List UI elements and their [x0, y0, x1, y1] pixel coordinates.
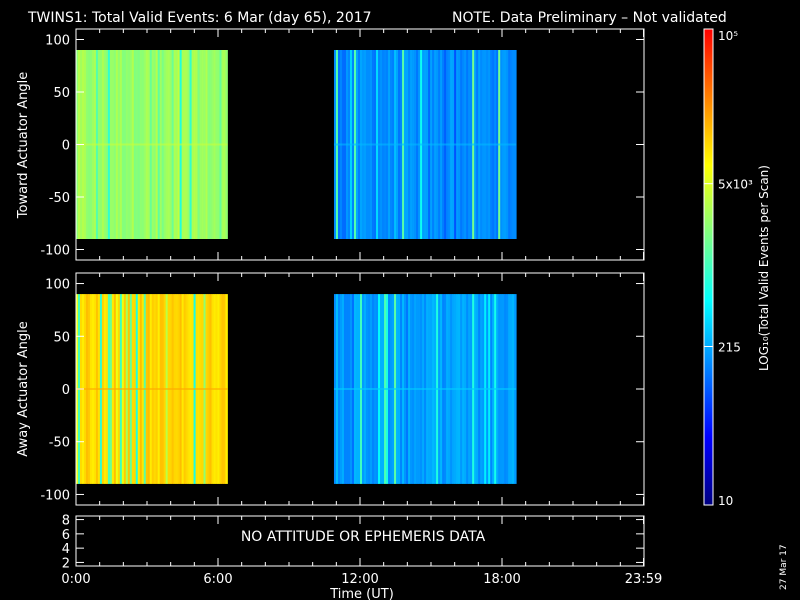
date-stamp: 27 Mar 17	[779, 544, 789, 590]
colorbar-gradient	[704, 29, 713, 505]
x-tick-label: 6:00	[203, 572, 232, 587]
away-y-label: Away Actuator Angle	[16, 321, 31, 456]
y-tick-label: 100	[45, 34, 70, 49]
colorbar-tick-label: 10⁵	[718, 29, 738, 43]
heatmap-zero-band	[76, 388, 228, 390]
away-x-ticks	[75, 273, 645, 505]
y-tick-label: 4	[62, 542, 70, 557]
x-tick-label: 18:00	[483, 572, 520, 587]
y-tick-label: 100	[45, 278, 70, 293]
y-tick-label: 0	[62, 139, 70, 154]
y-tick-label: 6	[62, 528, 70, 543]
y-tick-label: 2	[62, 556, 70, 571]
toward-x-ticks	[75, 29, 645, 260]
colorbar: 10⁵ 5x10³ 215 10 LOG₁₀(Total Valid Events p…	[703, 28, 771, 508]
ephemeris-message: NO ATTITUDE OR EPHEMERIS DATA	[241, 529, 486, 545]
x-tick-label: 23:59	[625, 572, 662, 587]
toward-y-label: Toward Actuator Angle	[16, 72, 31, 219]
heatmap-zero-band	[333, 143, 517, 146]
x-tick-label: 12:00	[341, 572, 378, 587]
y-tick-label: 50	[53, 330, 70, 345]
colorbar-ticks: 10⁵ 5x10³ 215 10	[704, 28, 753, 508]
y-tick-label: 0	[62, 383, 70, 398]
toward-y-axis: 100 50 0 -50 -100	[40, 34, 644, 259]
y-tick-label: -50	[49, 436, 70, 451]
x-axis-label: Time (UT)	[329, 587, 394, 600]
away-heatmap	[76, 294, 517, 484]
colorbar-tick-label: 215	[718, 340, 741, 354]
y-tick-label: 8	[62, 514, 70, 529]
y-tick-label: -100	[40, 488, 70, 503]
y-tick-label: -100	[40, 244, 70, 259]
y-tick-label: -50	[49, 191, 70, 206]
colorbar-tick-label: 10	[718, 494, 733, 508]
x-tick-label: 0:00	[61, 572, 90, 587]
away-panel: 100 50 0 -50 -100 Away Actuator Angle	[16, 272, 645, 506]
away-y-axis: 100 50 0 -50 -100	[40, 278, 644, 503]
heatmap-zero-band	[333, 388, 517, 390]
colorbar-label: LOG₁₀(Total Valid Events per Scan)	[757, 165, 771, 371]
toward-heatmap	[76, 50, 517, 239]
data-warning-note: NOTE. Data Preliminary – Not validated	[452, 10, 727, 26]
toward-panel: 100 50 0 -50 -100 Toward Actuator Angle	[16, 28, 645, 261]
y-tick-label: 50	[53, 86, 70, 101]
plot-title: TWINS1: Total Valid Events: 6 Mar (day 6…	[27, 10, 372, 26]
colorbar-tick-label: 5x10³	[718, 178, 753, 192]
time-tick-labels: 0:00 6:00 12:00 18:00 23:59	[61, 572, 662, 587]
heatmap-zero-band	[76, 143, 228, 146]
ephemeris-x-ticks	[75, 516, 645, 566]
